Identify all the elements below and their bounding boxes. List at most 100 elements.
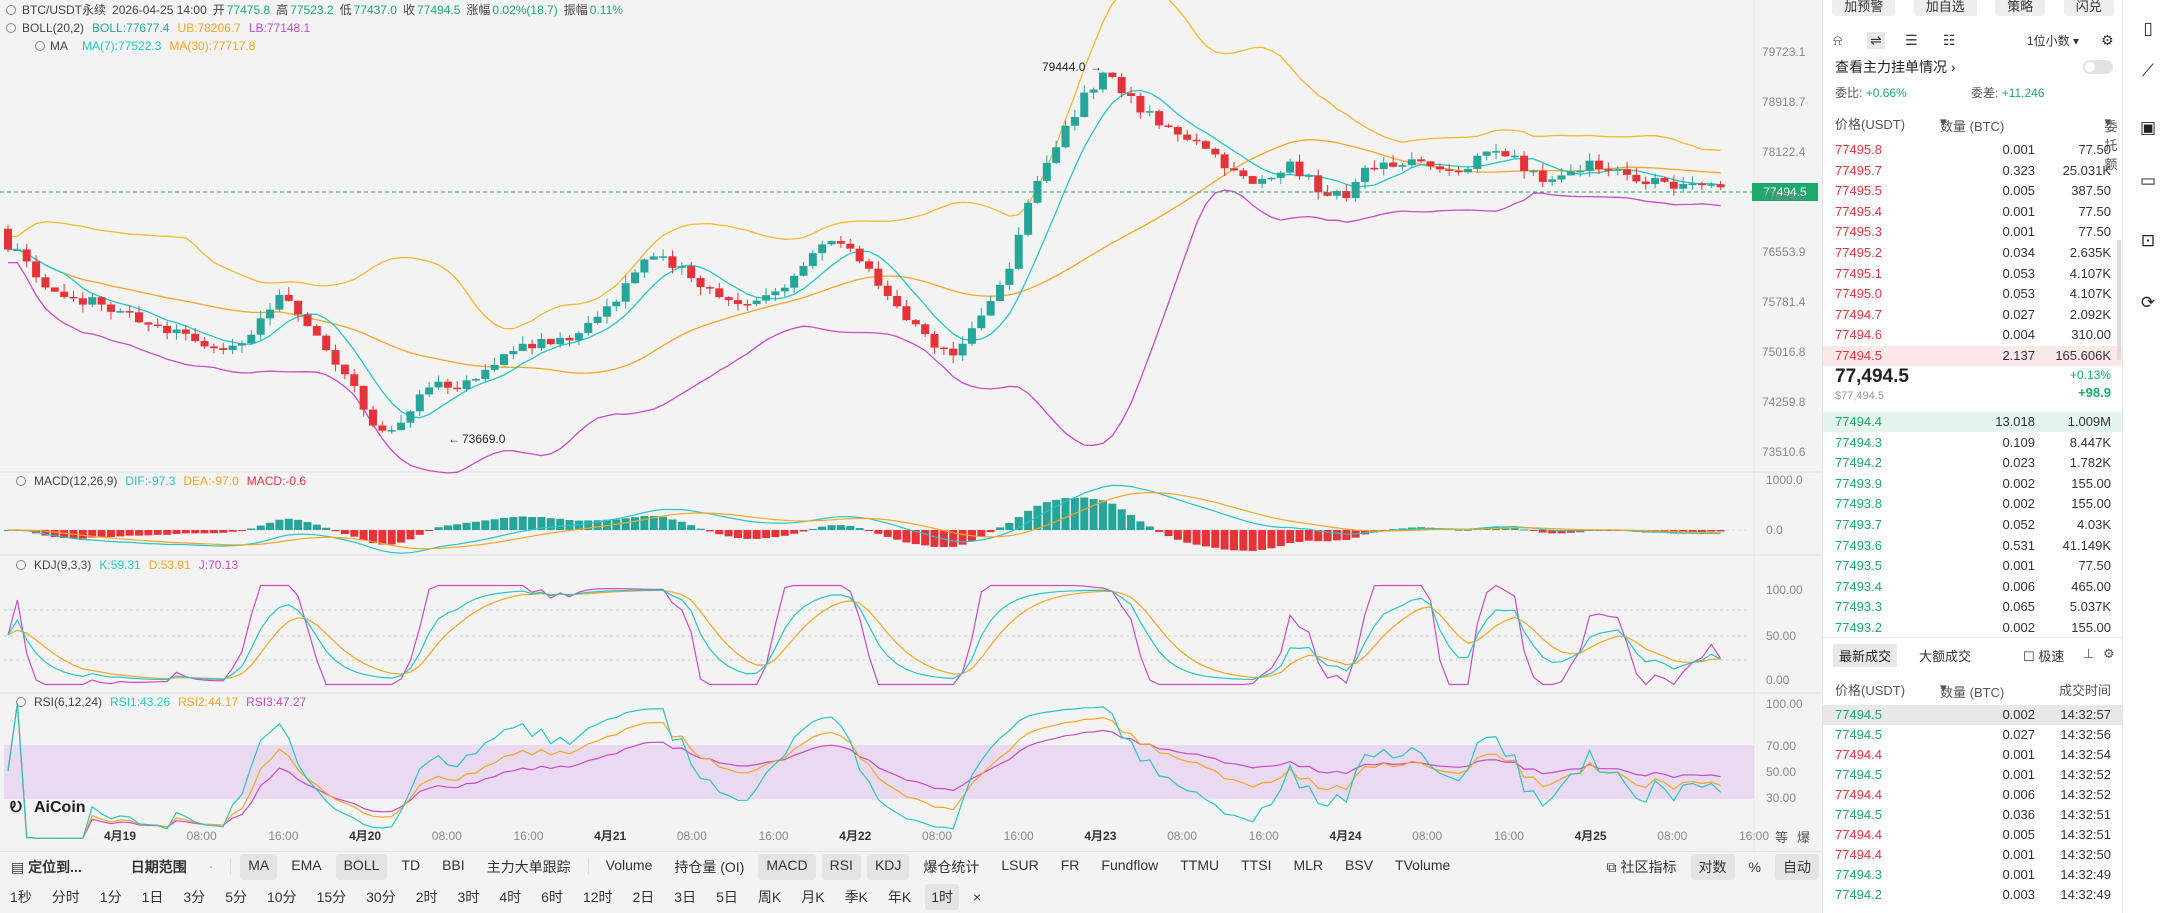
rsi-collapse-icon[interactable] — [16, 697, 26, 707]
ask-row[interactable]: 77495.3 0.001 77.50 — [1835, 222, 2111, 242]
ask-row[interactable]: 77494.5 2.137 165.606K — [1823, 346, 2123, 366]
precision-select[interactable]: 1位小数 ▾ — [2027, 34, 2080, 48]
bid-row[interactable]: 77493.9 0.002 155.00 — [1835, 474, 2111, 494]
tab-large-trades[interactable]: 大额成交 — [1919, 649, 1972, 664]
interval-15[interactable]: 3日 — [674, 889, 697, 905]
bid-row[interactable]: 77494.4 13.018 1.009M — [1823, 412, 2123, 432]
trade-settings-icon[interactable]: ⚙ — [2103, 646, 2115, 661]
swap-icon[interactable]: ⟳ — [2140, 293, 2156, 312]
layout-icon[interactable]: ▯ — [2143, 19, 2153, 38]
ask-row[interactable]: 77495.5 0.005 387.50 — [1835, 181, 2111, 201]
settings-icon[interactable]: ⚙ — [2101, 32, 2114, 48]
ask-row[interactable]: 77494.7 0.027 2.092K — [1835, 305, 2111, 325]
sub-indicator-4[interactable]: KDJ — [866, 854, 910, 880]
bid-row[interactable]: 77493.2 0.002 155.00 — [1835, 618, 2111, 638]
interval-8[interactable]: 30分 — [366, 889, 396, 905]
strategy-button[interactable]: 策略 — [1995, 0, 2046, 16]
interval-16[interactable]: 5日 — [716, 889, 738, 905]
ask-row[interactable]: 77495.1 0.053 4.107K — [1835, 264, 2111, 284]
qty-column-select[interactable]: 数量 (BTC) ▾ — [1940, 114, 2005, 134]
ask-row[interactable]: 77494.6 0.004 310.00 — [1835, 325, 2111, 345]
ask-row[interactable]: 77495.8 0.001 77.50 — [1835, 140, 2111, 160]
sub-indicator-10[interactable]: TTSI — [1241, 857, 1272, 873]
community-indicators-button[interactable]: ⧉ 社区指标 — [1606, 859, 1677, 875]
watchlist-button[interactable]: 加自选 — [1913, 0, 1977, 16]
interval-21[interactable]: 1时 — [925, 884, 960, 910]
sub-indicator-1[interactable]: 持仓量 (OI) — [674, 859, 745, 875]
interval-7[interactable]: 15分 — [316, 889, 347, 905]
auto-toggle[interactable]: 自动 — [1775, 854, 1819, 880]
tab-latest-trades[interactable]: 最新成交 — [1833, 644, 1898, 667]
window-icon[interactable]: ▣ — [2139, 118, 2157, 137]
drawing-icon[interactable]: ⟋ — [2142, 61, 2154, 80]
view-asks-icon[interactable]: ☷ — [1943, 32, 1956, 48]
main-orders-link[interactable]: 查看主力挂单情况 › — [1835, 59, 1956, 75]
bid-row[interactable]: 77493.5 0.001 77.50 — [1835, 556, 2111, 576]
kdj-collapse-icon[interactable] — [16, 560, 26, 570]
sub-indicator-12[interactable]: BSV — [1345, 857, 1374, 873]
chart-area[interactable]: 77494.5 79723.1 78918.7 78122.4 77534.0 7655… — [0, 0, 1822, 913]
bot-icon[interactable]: ⊡ — [2140, 231, 2156, 250]
kline-chart[interactable]: 77494.5 79723.1 78918.7 78122.4 77534.0 7655… — [0, 0, 1822, 851]
indicator-4[interactable]: BBI — [442, 857, 465, 873]
main-orders-toggle[interactable] — [2083, 60, 2113, 74]
ask-row[interactable]: 77495.4 0.001 77.50 — [1835, 202, 2111, 222]
bid-row[interactable]: 77493.8 0.002 155.00 — [1835, 494, 2111, 514]
sub-indicator-0[interactable]: Volume — [605, 857, 653, 873]
sub-indicator-5[interactable]: 爆仓统计 — [923, 859, 980, 875]
ask-row[interactable]: 77495.0 0.053 4.107K — [1835, 284, 2111, 304]
indicator-3[interactable]: TD — [401, 857, 421, 873]
locate-button[interactable]: ▤ 定位到... — [11, 859, 82, 875]
daterange-button[interactable]: 日期范围 — [130, 859, 187, 875]
log-scale-toggle[interactable]: 对数 — [1690, 854, 1735, 880]
filter-icon[interactable]: ⊥ — [2083, 646, 2095, 661]
bid-row[interactable]: 77493.7 0.052 4.03K — [1835, 515, 2111, 535]
sub-indicator-7[interactable]: FR — [1060, 857, 1080, 873]
bid-row[interactable]: 77493.6 0.531 41.149K — [1835, 536, 2111, 556]
bell-icon[interactable]: ⍾ — [1833, 32, 1843, 48]
interval-4[interactable]: 3分 — [183, 889, 206, 905]
sub-indicator-11[interactable]: MLR — [1293, 857, 1324, 873]
bid-row[interactable]: 77493.4 0.006 465.00 — [1835, 577, 2111, 597]
close-icon[interactable]: × — [973, 889, 982, 905]
bid-row[interactable]: 77493.3 0.065 5.037K — [1835, 597, 2111, 617]
daterange-dropdown-icon[interactable]: ⋅ — [208, 858, 214, 875]
fast-checkbox[interactable]: ☐ 极速 — [2023, 649, 2065, 664]
interval-10[interactable]: 3时 — [457, 889, 480, 905]
percent-toggle[interactable]: % — [1748, 859, 1761, 875]
interval-18[interactable]: 月K — [801, 889, 825, 905]
indicator-0[interactable]: MA — [240, 854, 278, 880]
view-list-icon[interactable]: ☰ — [1905, 32, 1918, 48]
scrollbar[interactable] — [2117, 240, 2121, 360]
interval-1[interactable]: 分时 — [51, 889, 80, 905]
alert-button[interactable]: 加预警 — [1832, 0, 1896, 16]
indicator-2[interactable]: BOLL — [335, 854, 388, 880]
trades-qty-select[interactable]: 数量 (BTC) ▾ — [1940, 680, 2005, 700]
interval-12[interactable]: 6时 — [541, 889, 563, 905]
interval-0[interactable]: 1秒 — [10, 889, 32, 905]
collapse-icon[interactable] — [6, 5, 16, 15]
interval-2[interactable]: 1分 — [99, 889, 122, 905]
interval-5[interactable]: 5分 — [225, 889, 247, 905]
interval-11[interactable]: 4时 — [499, 889, 522, 905]
interval-20[interactable]: 年K — [887, 889, 912, 905]
bid-row[interactable]: 77494.3 0.109 8.447K — [1835, 433, 2111, 453]
interval-3[interactable]: 1日 — [141, 889, 164, 905]
interval-17[interactable]: 周K — [757, 889, 782, 905]
sub-indicator-9[interactable]: TTMU — [1180, 857, 1220, 873]
flash-swap-button[interactable]: 闪兑 — [2063, 0, 2114, 16]
sub-indicator-2[interactable]: MACD — [758, 854, 816, 880]
bid-row[interactable]: 77494.2 0.023 1.782K — [1835, 453, 2111, 473]
boll-collapse-icon[interactable] — [6, 23, 16, 33]
indicator-5[interactable]: 主力大单跟踪 — [486, 859, 571, 875]
ask-row[interactable]: 77495.7 0.323 25.031K — [1835, 161, 2111, 181]
interval-6[interactable]: 10分 — [266, 889, 297, 905]
interval-9[interactable]: 2时 — [415, 889, 438, 905]
macd-collapse-icon[interactable] — [16, 476, 26, 486]
view-both-icon[interactable]: ⇌ — [1867, 32, 1885, 49]
ask-row[interactable]: 77495.2 0.034 2.635K — [1835, 243, 2111, 263]
card-icon[interactable]: ▭ — [2139, 171, 2157, 190]
sub-indicator-13[interactable]: TVolume — [1395, 857, 1451, 873]
indicator-1[interactable]: EMA — [291, 857, 322, 873]
interval-13[interactable]: 12时 — [582, 889, 613, 905]
